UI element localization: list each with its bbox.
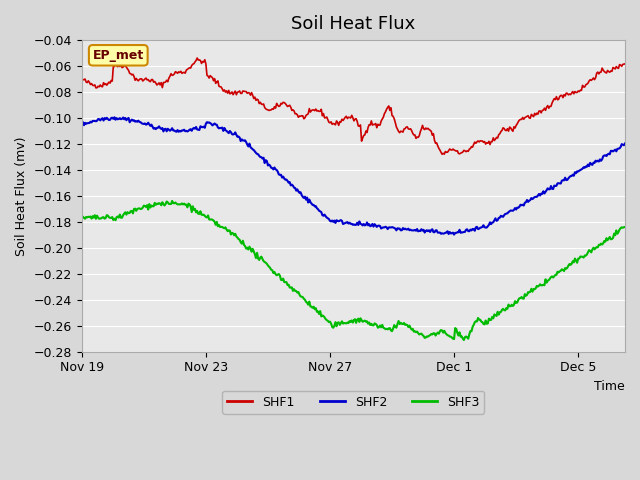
SHF2 bbox=[337, 217, 345, 223]
SHF1 bbox=[193, 55, 201, 61]
SHF1 bbox=[621, 61, 629, 67]
Text: EP_met: EP_met bbox=[93, 49, 144, 62]
SHF3 bbox=[373, 322, 381, 328]
SHF2 bbox=[111, 114, 118, 120]
SHF1 bbox=[403, 124, 410, 130]
SHF3 bbox=[621, 224, 629, 230]
SHF2 bbox=[611, 148, 618, 154]
SHF2 bbox=[621, 141, 629, 146]
SHF2 bbox=[78, 120, 86, 126]
SHF1 bbox=[337, 119, 345, 125]
Legend: SHF1, SHF2, SHF3: SHF1, SHF2, SHF3 bbox=[222, 391, 484, 414]
SHF2 bbox=[403, 227, 410, 232]
Y-axis label: Soil Heat Flux (mv): Soil Heat Flux (mv) bbox=[15, 136, 28, 255]
Line: SHF2: SHF2 bbox=[82, 117, 625, 235]
Line: SHF1: SHF1 bbox=[82, 58, 625, 154]
SHF3 bbox=[337, 320, 345, 326]
SHF3 bbox=[168, 198, 176, 204]
SHF1 bbox=[438, 151, 446, 157]
SHF1 bbox=[373, 125, 381, 131]
SHF3 bbox=[460, 337, 468, 343]
Line: SHF3: SHF3 bbox=[82, 201, 625, 340]
SHF2 bbox=[525, 198, 533, 204]
SHF2 bbox=[373, 224, 381, 230]
SHF2 bbox=[340, 221, 348, 227]
X-axis label: Time: Time bbox=[595, 380, 625, 393]
SHF1 bbox=[340, 116, 348, 122]
Title: Soil Heat Flux: Soil Heat Flux bbox=[291, 15, 415, 33]
SHF1 bbox=[78, 75, 86, 81]
SHF3 bbox=[525, 289, 533, 295]
SHF1 bbox=[611, 65, 618, 71]
SHF1 bbox=[525, 115, 533, 121]
SHF3 bbox=[611, 231, 618, 237]
SHF3 bbox=[340, 320, 348, 326]
SHF3 bbox=[78, 213, 86, 219]
SHF2 bbox=[451, 232, 458, 238]
SHF3 bbox=[403, 322, 410, 327]
